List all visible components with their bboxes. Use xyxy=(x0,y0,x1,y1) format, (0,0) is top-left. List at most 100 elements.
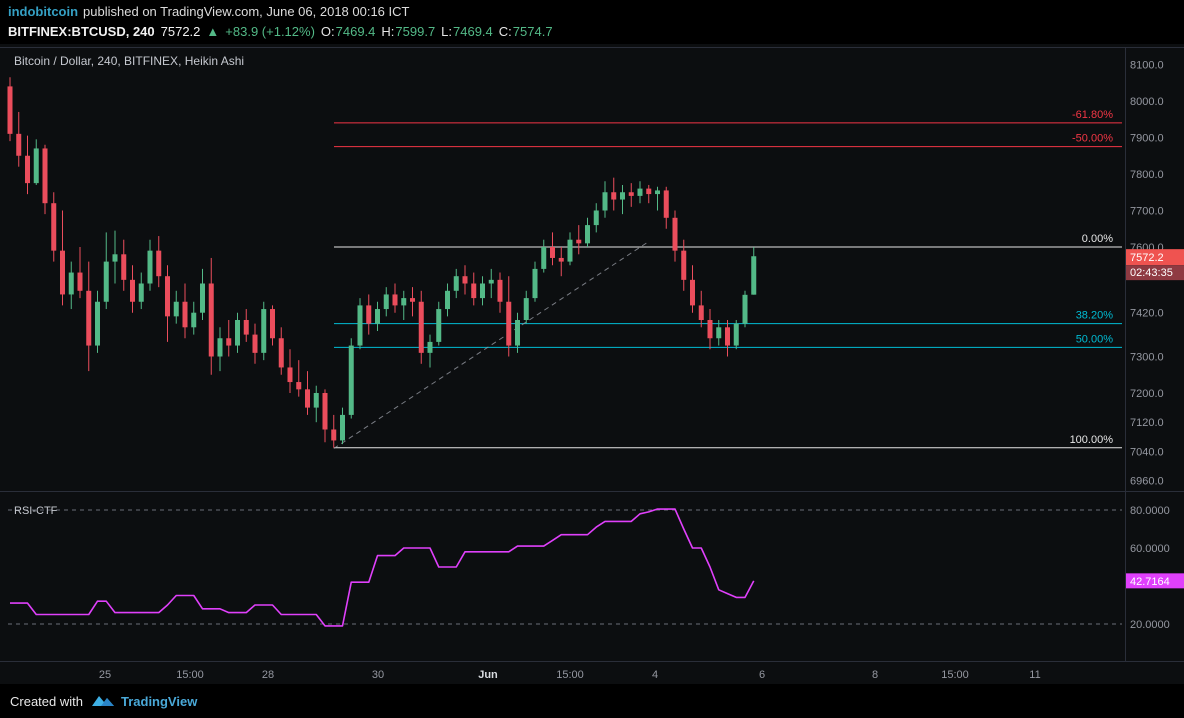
price-axis-label: 7200.0 xyxy=(1130,388,1164,400)
candle-body xyxy=(751,256,757,295)
candle-body xyxy=(541,247,547,269)
candle-body xyxy=(103,261,109,302)
price-axis-label: 7300.0 xyxy=(1130,352,1164,364)
candle-body xyxy=(200,283,205,313)
candle-body xyxy=(383,294,389,310)
countdown-text: 02:43:35 xyxy=(1130,267,1173,279)
candle-body xyxy=(86,290,92,346)
candle-body xyxy=(68,272,74,295)
candle-body xyxy=(261,309,267,353)
last-price-badge-text: 7572.2 xyxy=(1130,252,1164,264)
last-price-badge xyxy=(1126,249,1184,266)
candle-body xyxy=(270,309,275,339)
price-axis-label: 8000.0 xyxy=(1130,96,1164,108)
candle-body xyxy=(51,203,57,251)
candle-body xyxy=(42,148,48,204)
time-axis-label: 28 xyxy=(262,669,274,681)
candle-body xyxy=(348,345,354,415)
close-value: C:7574.7 xyxy=(498,24,553,39)
candle-body xyxy=(130,279,135,302)
tradingview-brand-link[interactable]: TradingView xyxy=(120,693,198,709)
candle-body xyxy=(445,290,450,310)
candle-body xyxy=(453,276,459,291)
candle-body xyxy=(147,250,153,284)
candle-body xyxy=(357,305,363,346)
candle-body xyxy=(742,294,748,324)
header: indobitcoin published on TradingView.com,… xyxy=(0,0,1184,44)
price-axis: 8100.08000.07900.07800.07700.07600.07420… xyxy=(1130,60,1170,632)
candle-body xyxy=(366,305,372,324)
candle-body xyxy=(77,272,83,291)
candle-body xyxy=(436,309,442,342)
price-axis-label: 7420.0 xyxy=(1130,308,1164,320)
author-link[interactable]: indobitcoin xyxy=(8,4,79,19)
high-value: H:7599.7 xyxy=(381,24,436,39)
candle-body xyxy=(532,268,538,299)
candle-body xyxy=(672,217,678,251)
created-with-label: Created with xyxy=(10,693,83,709)
candle-body xyxy=(313,393,319,408)
last-price: 7572.2 xyxy=(160,24,201,39)
candle-body xyxy=(515,320,520,346)
candle-body xyxy=(16,133,22,156)
candle-body xyxy=(278,338,284,368)
candle-body xyxy=(602,192,608,211)
candle-body xyxy=(375,309,380,324)
candle-body xyxy=(585,225,590,244)
time-axis-label: 15:00 xyxy=(556,669,584,681)
candle-body xyxy=(243,320,249,335)
price-axis-label: 7120.0 xyxy=(1130,417,1164,429)
chart-canvas: -61.80%-50.00%0.00%38.20%50.00%100.00%81… xyxy=(0,44,1184,684)
candle-body xyxy=(716,327,722,339)
candle-body xyxy=(637,188,643,196)
price-change: +83.9 (+1.12%) xyxy=(225,24,315,39)
candle-body xyxy=(576,239,582,244)
candle-body xyxy=(138,283,144,302)
rsi-line xyxy=(10,508,755,627)
candle-body xyxy=(401,298,407,306)
fib-level-label: 50.00% xyxy=(1076,333,1114,345)
candle-body xyxy=(646,188,652,195)
candle-body xyxy=(655,190,660,195)
candle-body xyxy=(33,148,39,184)
candle-body xyxy=(681,250,687,280)
candle-body xyxy=(156,250,162,277)
candle-body xyxy=(165,276,170,317)
candle-body xyxy=(471,283,477,299)
rsi-value-badge-text: 42.7164 xyxy=(1130,576,1170,588)
price-axis-label: 7800.0 xyxy=(1130,169,1164,181)
time-axis-label: Jun xyxy=(478,669,498,681)
fib-level-label: -50.00% xyxy=(1072,133,1113,145)
candle-body xyxy=(121,254,127,280)
time-axis-label: 4 xyxy=(652,669,658,681)
candle-body xyxy=(497,279,503,302)
open-value: O:7469.4 xyxy=(320,24,376,39)
candle-body xyxy=(340,414,345,441)
time-axis-label: 11 xyxy=(1029,669,1040,681)
candle-body xyxy=(208,283,214,357)
candle-body xyxy=(550,247,555,258)
fib-level-label: 38.20% xyxy=(1076,310,1114,322)
candle-body xyxy=(725,327,730,346)
candle-body xyxy=(252,334,258,353)
candle-body xyxy=(322,393,328,430)
candle-body xyxy=(567,239,573,262)
candle-body xyxy=(488,279,494,284)
up-arrow-icon: ▲ xyxy=(206,24,220,39)
price-axis-label: 7700.0 xyxy=(1130,206,1164,218)
symbol-line: BITFINEX:BTCUSD, 240 7572.2 ▲ +83.9 (+1.… xyxy=(8,22,1184,42)
candle-body xyxy=(95,301,100,346)
chart-background xyxy=(0,44,1184,684)
rsi-axis-label: 60.0000 xyxy=(1130,543,1170,555)
chart-title: Bitcoin / Dollar, 240, BITFINEX, Heikin … xyxy=(14,54,244,68)
time-axis-label: 25 xyxy=(99,669,111,681)
fib-level-label: 100.00% xyxy=(1070,434,1114,446)
candle-body xyxy=(593,210,599,226)
time-axis: 25 15:00 28 30 Jun 15:00 4 6 8 15:00 11 xyxy=(99,669,1041,681)
tradingview-logo-icon[interactable] xyxy=(91,693,115,709)
candle-body xyxy=(418,301,424,353)
byline-text: published on TradingView.com, June 06, 2… xyxy=(83,4,410,19)
price-axis-label: 7040.0 xyxy=(1130,446,1164,458)
symbol-label: BITFINEX:BTCUSD, 240 xyxy=(8,24,155,39)
time-axis-label: 8 xyxy=(872,669,878,681)
